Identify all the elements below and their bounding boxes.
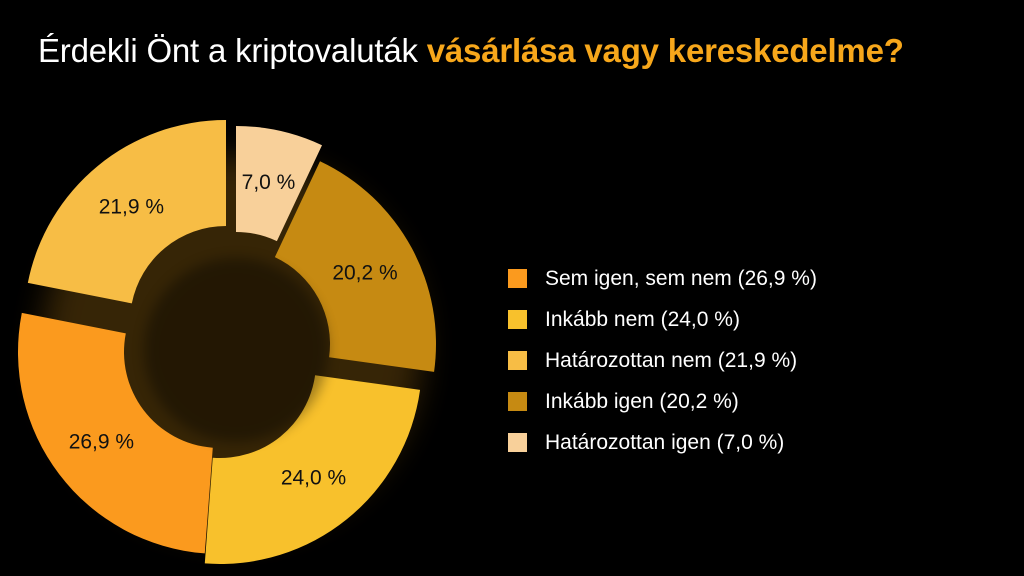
legend-label: Határozottan igen (7,0 %) bbox=[545, 430, 785, 454]
slice bbox=[274, 161, 436, 372]
legend-swatch bbox=[508, 392, 527, 411]
legend-item: Inkább igen (20,2 %) bbox=[508, 381, 817, 422]
slice bbox=[17, 312, 213, 554]
slice-label: 24,0 % bbox=[281, 466, 346, 489]
slice-label: 26,9 % bbox=[69, 431, 134, 454]
legend-label: Inkább igen (20,2 %) bbox=[545, 389, 739, 413]
slices-group bbox=[17, 119, 436, 564]
slice-labels-group: 7,0 % 20,2 % 24,0 % 26,9 % 21,9 % bbox=[69, 171, 398, 489]
title-highlight: vásárlása vagy kereskedelme? bbox=[426, 32, 904, 69]
legend-item: Sem igen, sem nem (26,9 %) bbox=[508, 258, 817, 299]
legend-swatch bbox=[508, 433, 527, 452]
chart-title: Érdekli Önt a kriptovaluták vásárlása va… bbox=[38, 32, 904, 70]
slice-group bbox=[204, 375, 421, 564]
slice-label: 21,9 % bbox=[99, 195, 164, 218]
legend-swatch bbox=[508, 310, 527, 329]
legend-item: Inkább nem (24,0 %) bbox=[508, 299, 817, 340]
slice-label: 7,0 % bbox=[242, 171, 296, 194]
slice-group bbox=[17, 312, 213, 554]
slice-group bbox=[236, 126, 323, 242]
slice-group bbox=[27, 119, 226, 304]
slice-label: 20,2 % bbox=[332, 262, 397, 285]
legend-item: Határozottan igen (7,0 %) bbox=[508, 422, 817, 463]
legend-label: Inkább nem (24,0 %) bbox=[545, 307, 740, 331]
legend-item: Határozottan nem (21,9 %) bbox=[508, 340, 817, 381]
legend-swatch bbox=[508, 269, 527, 288]
slice bbox=[204, 375, 421, 564]
legend-label: Sem igen, sem nem (26,9 %) bbox=[545, 266, 817, 290]
legend: Sem igen, sem nem (26,9 %) Inkább nem (24… bbox=[508, 258, 817, 463]
title-plain: Érdekli Önt a kriptovaluták bbox=[38, 32, 427, 69]
hole-shadow bbox=[144, 258, 328, 442]
slice bbox=[236, 126, 323, 242]
legend-swatch bbox=[508, 351, 527, 370]
slice bbox=[27, 119, 226, 304]
slice-group bbox=[274, 161, 436, 372]
legend-label: Határozottan nem (21,9 %) bbox=[545, 348, 798, 372]
